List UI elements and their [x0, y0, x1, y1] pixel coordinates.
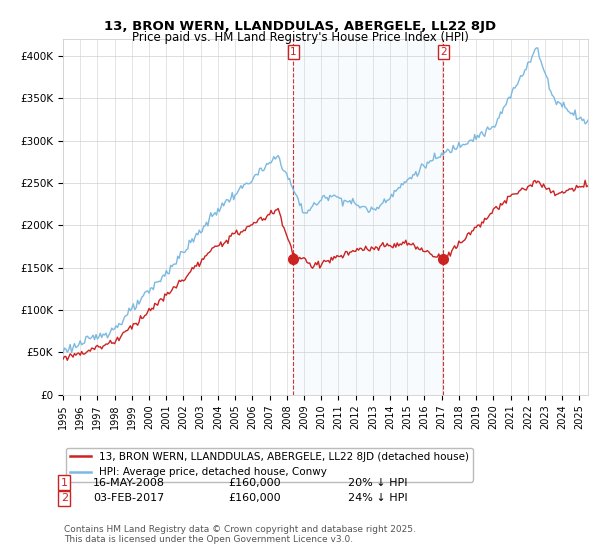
- Bar: [293, 39, 443, 395]
- Text: 1: 1: [290, 47, 296, 57]
- Text: 24% ↓ HPI: 24% ↓ HPI: [348, 493, 407, 503]
- Text: 20% ↓ HPI: 20% ↓ HPI: [348, 478, 407, 488]
- Legend: 13, BRON WERN, LLANDDULAS, ABERGELE, LL22 8JD (detached house), HPI: Average pri: 13, BRON WERN, LLANDDULAS, ABERGELE, LL2…: [65, 448, 473, 482]
- Text: Contains HM Land Registry data © Crown copyright and database right 2025.
This d: Contains HM Land Registry data © Crown c…: [64, 525, 416, 544]
- Text: 2: 2: [61, 493, 68, 503]
- Text: 03-FEB-2017: 03-FEB-2017: [93, 493, 164, 503]
- Text: 2: 2: [440, 47, 446, 57]
- Text: £160,000: £160,000: [228, 478, 281, 488]
- Text: 16-MAY-2008: 16-MAY-2008: [93, 478, 165, 488]
- Text: £160,000: £160,000: [228, 493, 281, 503]
- Text: Price paid vs. HM Land Registry's House Price Index (HPI): Price paid vs. HM Land Registry's House …: [131, 31, 469, 44]
- Text: 1: 1: [61, 478, 68, 488]
- Text: 13, BRON WERN, LLANDDULAS, ABERGELE, LL22 8JD: 13, BRON WERN, LLANDDULAS, ABERGELE, LL2…: [104, 20, 496, 32]
